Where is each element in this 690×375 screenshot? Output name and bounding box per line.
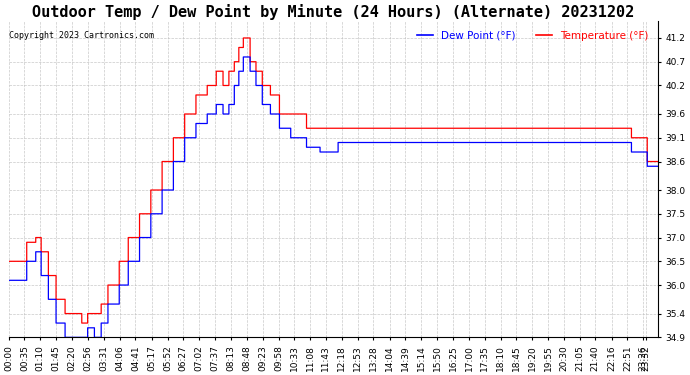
Text: Copyright 2023 Cartronics.com: Copyright 2023 Cartronics.com xyxy=(10,31,155,40)
Legend: Dew Point (°F), Temperature (°F): Dew Point (°F), Temperature (°F) xyxy=(413,27,653,45)
Title: Outdoor Temp / Dew Point by Minute (24 Hours) (Alternate) 20231202: Outdoor Temp / Dew Point by Minute (24 H… xyxy=(32,4,635,20)
